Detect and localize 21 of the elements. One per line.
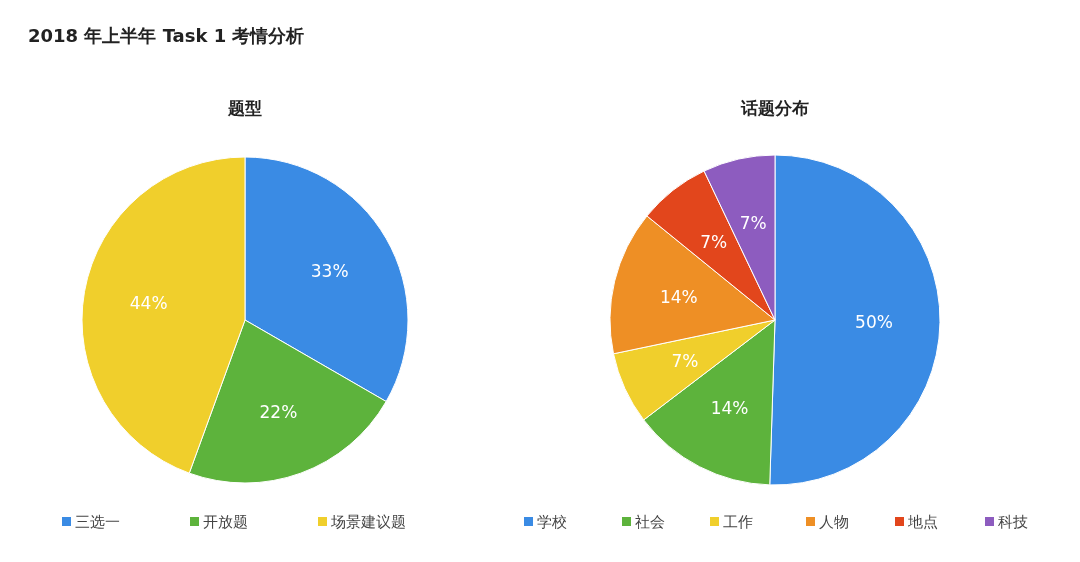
data-label: 44% bbox=[129, 293, 168, 314]
legend-label: 社会 bbox=[635, 513, 665, 531]
data-label: 50% bbox=[855, 311, 893, 332]
legend-label: 科技 bbox=[998, 513, 1028, 531]
data-label: 14% bbox=[659, 286, 698, 307]
legend-label: 地点 bbox=[907, 513, 938, 531]
legend-label: 人物 bbox=[819, 513, 849, 531]
data-label: 33% bbox=[310, 261, 349, 282]
legend-label: 三选一 bbox=[75, 513, 120, 531]
legend-label: 场景建议题 bbox=[330, 513, 406, 531]
chart-title: 话题分布 bbox=[740, 98, 809, 118]
legend-label: 工作 bbox=[723, 513, 753, 531]
data-label: 22% bbox=[259, 401, 298, 422]
data-label: 7% bbox=[739, 213, 767, 234]
chart-title: 题型 bbox=[227, 98, 262, 118]
data-label: 7% bbox=[671, 351, 699, 372]
text: 2018 年上半年 Task 1 考情分析 bbox=[28, 25, 305, 46]
legend-label: 开放题 bbox=[203, 513, 248, 531]
data-label: 14% bbox=[710, 397, 749, 418]
data-label: 7% bbox=[700, 232, 728, 253]
legend-label: 学校 bbox=[537, 513, 567, 531]
